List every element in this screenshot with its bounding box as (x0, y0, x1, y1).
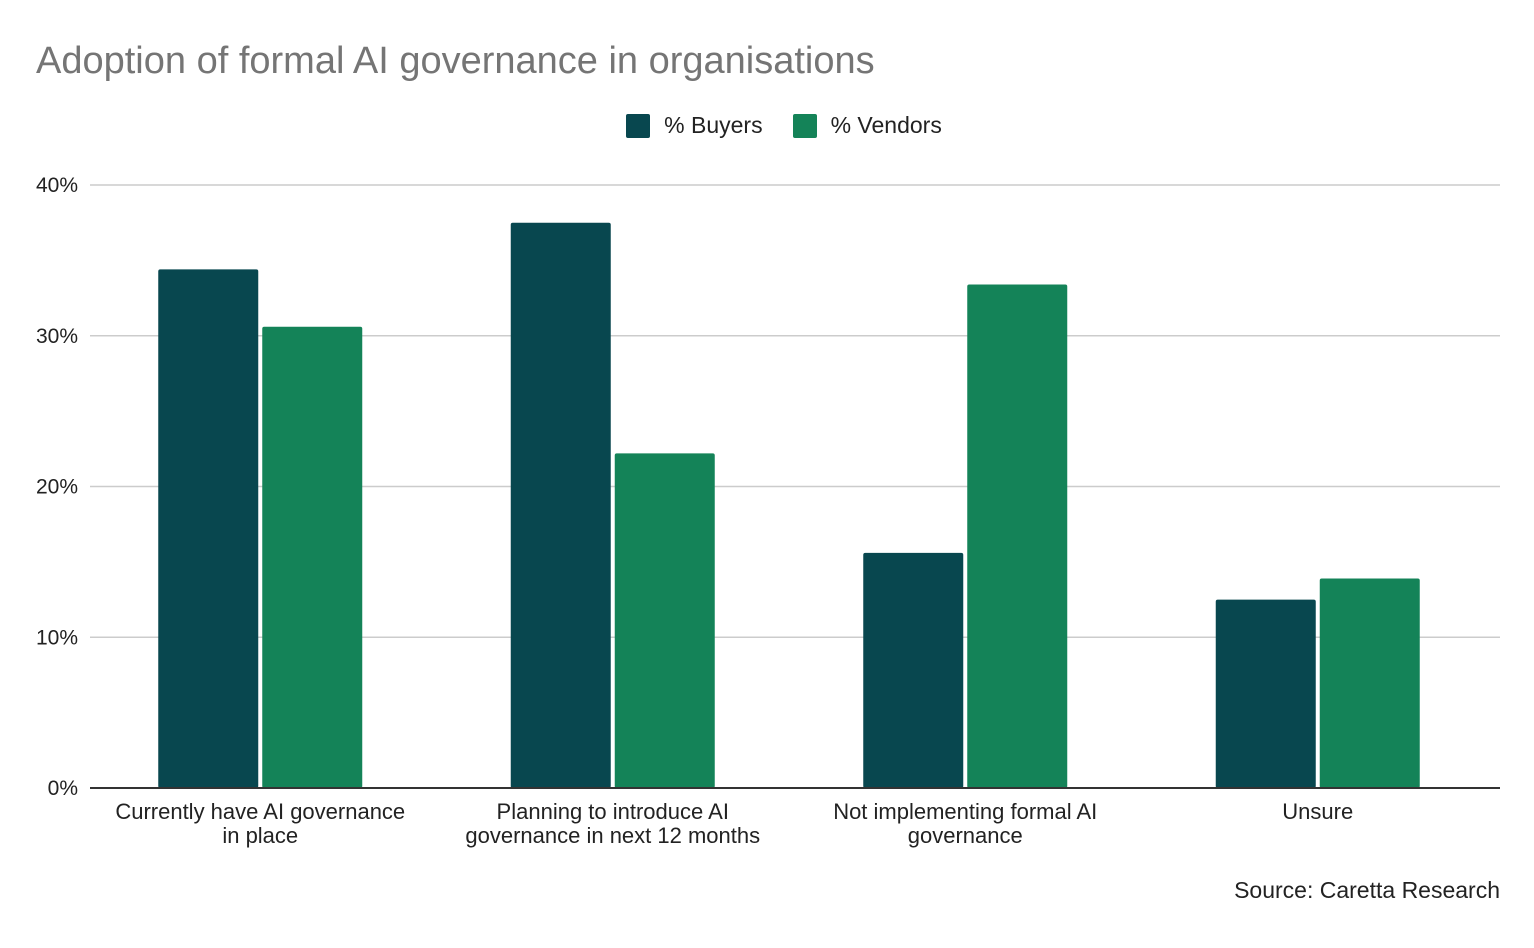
chart-title: Adoption of formal AI governance in orga… (36, 40, 875, 82)
legend-label-buyers: % Buyers (664, 112, 763, 138)
y-tick-label: 20% (36, 476, 78, 499)
bar-vendors (1319, 578, 1420, 788)
bar-buyers (863, 552, 964, 788)
legend-swatch-buyers (626, 113, 651, 138)
x-tick-label: Currently have AI governance (115, 799, 405, 824)
legend-item-buyers: % Buyers (626, 112, 763, 139)
bar-buyers (510, 222, 611, 788)
y-tick-label: 10% (36, 626, 78, 649)
bar-buyers (1215, 599, 1316, 788)
legend-item-vendors: % Vendors (792, 112, 942, 139)
x-tick-label: in place (222, 823, 298, 848)
y-tick-label: 30% (36, 325, 78, 348)
bar-buyers (158, 269, 259, 788)
legend-label-vendors: % Vendors (830, 112, 942, 138)
legend-swatch-vendors (792, 113, 817, 138)
y-tick-label: 0% (48, 777, 78, 800)
x-tick-label: governance (908, 823, 1023, 848)
x-tick-label: Not implementing formal AI (833, 799, 1097, 824)
x-tick-label: Unsure (1282, 799, 1353, 824)
x-tick-label: governance in next 12 months (465, 823, 760, 848)
source-note: Source: Caretta Research (1234, 877, 1500, 903)
bar-vendors (614, 453, 715, 788)
legend: % Buyers % Vendors (0, 112, 1534, 139)
bar-vendors (967, 284, 1068, 788)
x-tick-label: Planning to introduce AI (497, 799, 729, 824)
y-tick-label: 40% (36, 174, 78, 197)
bar-vendors (262, 326, 363, 788)
